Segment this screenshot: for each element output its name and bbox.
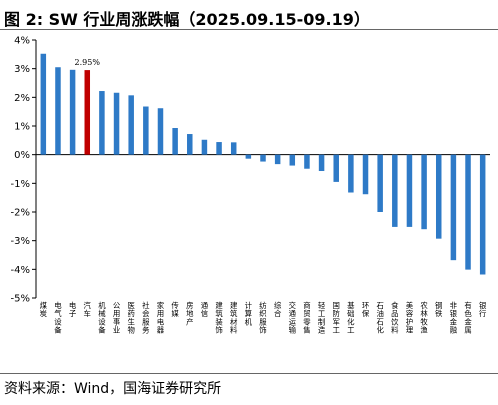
bar — [55, 67, 61, 155]
y-tick-label: -2% — [11, 208, 30, 219]
bar — [318, 154, 325, 172]
bar — [304, 154, 310, 169]
x-tick-label: 钢铁 — [435, 301, 443, 318]
bar — [84, 70, 91, 155]
x-tick-label: 农林牧渔 — [420, 301, 428, 335]
bar — [143, 106, 149, 155]
x-tick-label: 国防军工 — [333, 301, 341, 335]
x-tick-label: 基础化工 — [347, 301, 355, 335]
bar — [333, 154, 339, 182]
bar — [172, 128, 178, 155]
x-tick-label: 煤炭 — [40, 301, 48, 318]
bar — [245, 154, 252, 159]
x-tick-label: 综合 — [274, 301, 282, 318]
x-tick-label: 食品饮料 — [391, 301, 399, 335]
bar — [260, 154, 266, 162]
x-tick-label: 家用电器 — [157, 301, 165, 335]
bar — [187, 134, 193, 155]
y-tick-label: -3% — [11, 236, 30, 247]
bar — [40, 53, 47, 155]
data-label: 2.95% — [75, 58, 101, 67]
x-tick-label: 房地产 — [186, 301, 194, 326]
bar — [392, 154, 398, 227]
y-tick-label: 2% — [14, 93, 30, 104]
x-tick-label: 公用事业 — [113, 301, 121, 335]
x-tick-label: 社会服务 — [142, 301, 150, 335]
x-tick-label: 纺织服饰 — [259, 301, 267, 335]
x-tick-label: 交通运输 — [289, 301, 297, 335]
y-tick-label: 0% — [14, 150, 30, 161]
x-tick-label: 建筑装饰 — [215, 301, 223, 335]
y-tick-label: 4% — [14, 36, 30, 47]
x-tick-label: 石油石化 — [376, 301, 384, 335]
bar — [157, 108, 164, 155]
bar-chart: 4% 3% 2% 1% 0% -1% -2% -3% -4% -5% 煤炭电气设备电子汽车机械设备公… — [11, 36, 490, 335]
x-tick-label: 汽车 — [84, 301, 92, 318]
y-tick-label: -5% — [11, 294, 30, 305]
y-tick-label: 1% — [14, 122, 30, 133]
bar — [128, 95, 134, 155]
bar — [435, 154, 442, 239]
bar — [362, 154, 369, 195]
x-tick-label: 商贸零售 — [303, 301, 311, 335]
bar — [348, 154, 354, 193]
x-tick-label: 计算机 — [245, 301, 253, 326]
x-tick-label: 电气设备 — [54, 301, 62, 335]
x-tick-label: 轻工制造 — [318, 301, 326, 335]
x-tick-label: 建筑材料 — [230, 301, 238, 335]
x-tick-label: 非银金融 — [450, 301, 458, 335]
x-tick-label: 电子 — [69, 301, 77, 318]
x-tick-label: 机械设备 — [98, 301, 106, 335]
bar — [99, 91, 105, 155]
bar — [450, 154, 457, 261]
y-tick-label: -4% — [11, 265, 30, 276]
bar — [274, 154, 281, 165]
bar — [406, 154, 413, 227]
bar — [377, 154, 383, 212]
y-tick-label: -1% — [11, 179, 30, 190]
bar — [230, 142, 237, 155]
x-tick-label: 医药生物 — [127, 301, 135, 335]
bar — [479, 154, 486, 275]
bar — [216, 142, 222, 155]
title-rule — [0, 29, 498, 30]
x-tick-label: 银行 — [479, 301, 487, 318]
bar — [113, 92, 120, 155]
bar — [201, 139, 208, 155]
source-note: 资料来源：Wind，国海证券研究所 — [4, 381, 222, 397]
figure-title: 图 2: SW 行业周涨跌幅（2025.09.15-09.19） — [4, 10, 370, 29]
bar — [289, 154, 296, 166]
y-tick-label: 3% — [14, 64, 30, 75]
x-tick-label: 有色金属 — [464, 301, 472, 335]
bar — [421, 154, 427, 230]
x-tick-label: 传媒 — [171, 301, 179, 318]
source-rule — [0, 373, 498, 374]
bar — [69, 69, 76, 155]
x-tick-label: 环保 — [362, 301, 370, 318]
x-tick-label: 美容护理 — [406, 301, 414, 335]
x-tick-label: 通信 — [201, 301, 209, 318]
bar — [465, 154, 471, 270]
